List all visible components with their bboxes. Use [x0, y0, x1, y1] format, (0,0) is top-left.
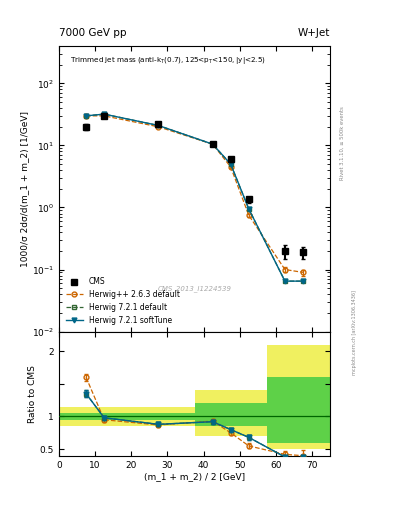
Text: 7000 GeV pp: 7000 GeV pp: [59, 28, 127, 38]
Text: Rivet 3.1.10, ≥ 500k events: Rivet 3.1.10, ≥ 500k events: [340, 106, 345, 180]
Y-axis label: Ratio to CMS: Ratio to CMS: [28, 365, 37, 422]
Legend: CMS, Herwig++ 2.6.3 default, Herwig 7.2.1 default, Herwig 7.2.1 softTune: CMS, Herwig++ 2.6.3 default, Herwig 7.2.…: [63, 274, 183, 328]
Text: W+Jet: W+Jet: [298, 28, 330, 38]
Text: CMS_2013_I1224539: CMS_2013_I1224539: [158, 285, 231, 292]
X-axis label: (m_1 + m_2) / 2 [GeV]: (m_1 + m_2) / 2 [GeV]: [144, 472, 245, 481]
Text: mcplots.cern.ch [arXiv:1306.3436]: mcplots.cern.ch [arXiv:1306.3436]: [352, 290, 357, 375]
Y-axis label: 1000/σ 2dσ/d(m_1 + m_2) [1/GeV]: 1000/σ 2dσ/d(m_1 + m_2) [1/GeV]: [20, 111, 29, 267]
Text: Trimmed jet mass (anti-k$_\mathrm{T}$(0.7), 125<p$_\mathrm{T}$<150, |y|<2.5): Trimmed jet mass (anti-k$_\mathrm{T}$(0.…: [70, 55, 266, 66]
